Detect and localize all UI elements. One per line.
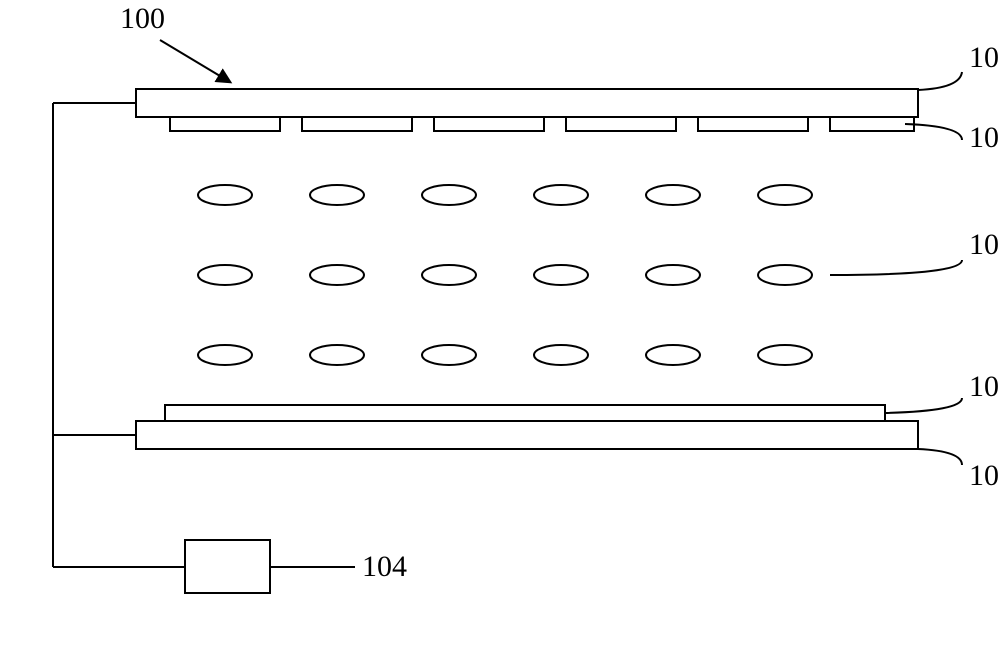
lc-molecule [646,345,700,365]
lead-100 [160,40,230,82]
lead-101 [918,72,962,90]
lc-molecule [758,185,812,205]
lc-molecule [422,185,476,205]
bottom-electrode [165,405,885,421]
lc-molecule [310,265,364,285]
ref-label-105: 105 [969,121,1000,154]
lc-molecule [422,345,476,365]
top-electrode-segment [698,117,808,131]
top-electrode-segment [830,117,914,131]
lc-molecule [534,185,588,205]
top-electrode-segment [566,117,676,131]
lead-103 [830,260,962,275]
ref-label-102: 102 [969,459,1000,492]
lc-molecule [646,185,700,205]
ref-label-106: 106 [969,370,1000,403]
lc-molecule [310,345,364,365]
top-electrode-segment [170,117,280,131]
lc-molecule [758,265,812,285]
lc-molecule [198,185,252,205]
ref-label-103: 103 [969,228,1000,261]
top-substrate [136,89,918,117]
ref-label-100: 100 [120,2,165,35]
ref-label-101: 101 [969,41,1000,74]
lead-102 [918,449,962,465]
top-electrode-segment [434,117,544,131]
ref-label-104: 104 [362,550,407,583]
lc-molecule [534,345,588,365]
lc-molecule [646,265,700,285]
lc-molecule [198,265,252,285]
lc-molecule [198,345,252,365]
bottom-substrate [136,421,918,449]
top-electrode-segment [302,117,412,131]
lc-molecule [310,185,364,205]
diagram-canvas: 100 101 105 103 106 102 104 [0,0,1000,656]
lead-106 [885,398,962,413]
lc-molecule [534,265,588,285]
lc-molecule [758,345,812,365]
driver-box [185,540,270,593]
lc-molecule [422,265,476,285]
